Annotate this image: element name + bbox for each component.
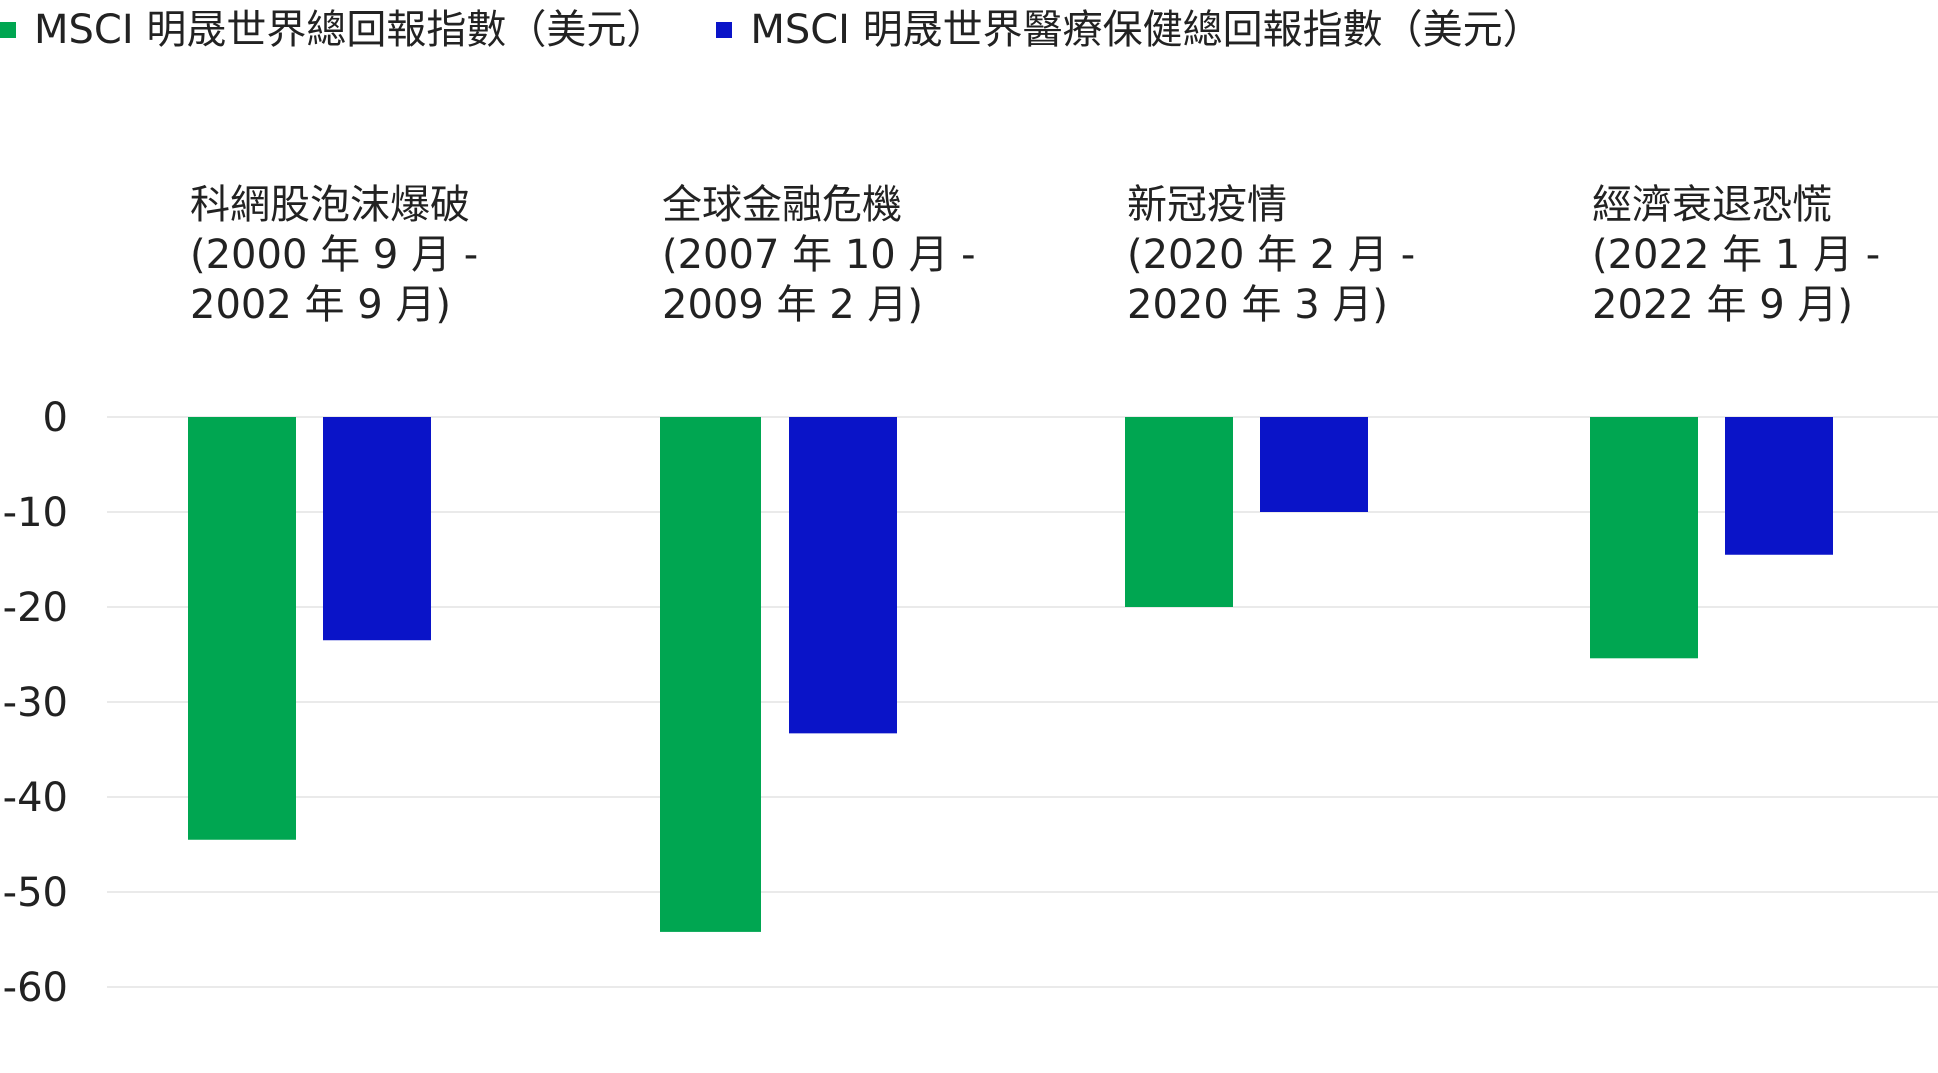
category-label: 2009 年 2 月) [662, 282, 923, 328]
category-label: (2000 年 9 月 - [190, 232, 478, 278]
legend-label-healthcare: MSCI 明晟世界醫療保健總回報指數（美元） [750, 7, 1543, 53]
category-label: (2020 年 2 月 - [1127, 232, 1415, 278]
category-label: 2022 年 9 月) [1592, 282, 1853, 328]
category-label: 經濟衰退恐慌 [1592, 182, 1832, 228]
y-tick-label: -40 [3, 775, 68, 821]
y-tick-label: -20 [3, 585, 68, 631]
bar [789, 417, 897, 734]
y-tick-label: -50 [3, 870, 68, 916]
legend-item-world: MSCI 明晟世界總回報指數（美元） [0, 6, 666, 54]
y-tick-label: -10 [3, 490, 68, 536]
category-label: (2007 年 10 月 - [662, 232, 976, 278]
category-label: 新冠疫情 [1127, 182, 1287, 228]
category-label: 2020 年 3 月) [1127, 282, 1388, 328]
bar [660, 417, 761, 932]
category-label: (2022 年 1 月 - [1592, 232, 1880, 278]
y-tick-label: -30 [3, 680, 68, 726]
bar [1260, 417, 1368, 512]
legend-item-healthcare: MSCI 明晟世界醫療保健總回報指數（美元） [716, 6, 1543, 54]
bar [1590, 417, 1698, 659]
bar [1725, 417, 1833, 555]
y-tick-label: 0 [43, 395, 68, 441]
category-label: 全球金融危機 [662, 182, 902, 228]
legend-swatch-world [0, 22, 16, 38]
category-label: 2002 年 9 月) [190, 282, 451, 328]
legend-label-world: MSCI 明晟世界總回報指數（美元） [34, 7, 667, 53]
bar [323, 417, 431, 641]
bar [1125, 417, 1233, 607]
y-tick-label: -60 [3, 965, 68, 1011]
bar [188, 417, 296, 840]
legend-swatch-healthcare [716, 22, 733, 38]
category-label: 科網股泡沫爆破 [190, 182, 470, 228]
chart-legend: MSCI 明晟世界總回報指數（美元） MSCI 明晟世界醫療保健總回報指數（美元… [0, 6, 1593, 54]
